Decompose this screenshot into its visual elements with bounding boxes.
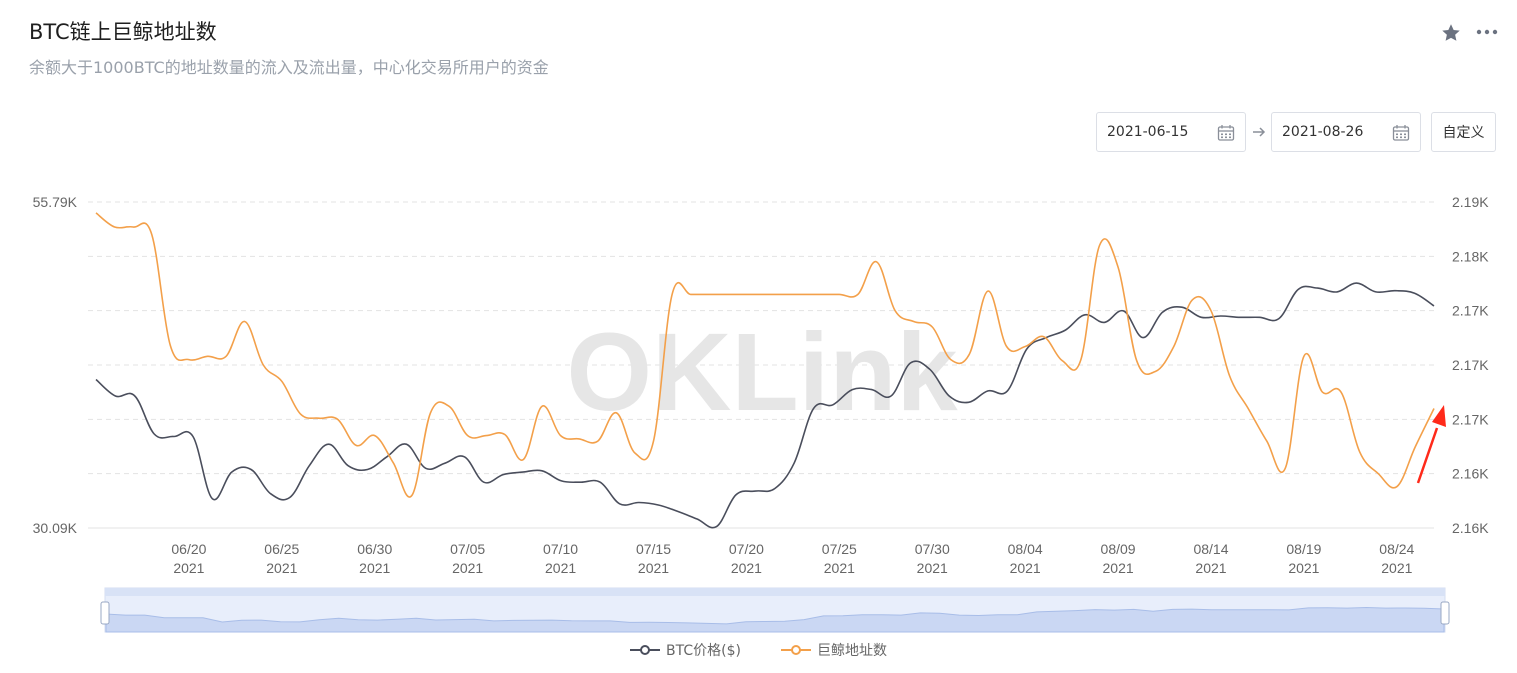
slider-left-handle[interactable] bbox=[100, 601, 110, 625]
x-tick-year: 2021 bbox=[1103, 560, 1134, 576]
arrow-right-icon bbox=[1253, 127, 1266, 137]
right-axis: 2.19K 2.18K 2.17K 2.17K 2.17K 2.16K 2.16K bbox=[1452, 194, 1489, 536]
chart-grid bbox=[88, 201, 1434, 529]
slider-preview-area bbox=[105, 606, 1445, 633]
x-tick-date: 07/05 bbox=[450, 541, 485, 557]
x-tick-date: 06/30 bbox=[357, 541, 392, 557]
left-axis-bottom-label: 30.09K bbox=[33, 520, 78, 536]
x-tick-date: 07/30 bbox=[915, 541, 950, 557]
x-tick-date: 08/14 bbox=[1193, 541, 1228, 557]
x-tick-date: 07/25 bbox=[822, 541, 857, 557]
x-tick-year: 2021 bbox=[731, 560, 762, 576]
left-axis-top-label: 55.79K bbox=[33, 194, 78, 210]
start-date-input[interactable]: 2021-06-15 bbox=[1096, 112, 1246, 152]
x-tick-year: 2021 bbox=[173, 560, 204, 576]
zoom-slider[interactable] bbox=[100, 587, 1450, 633]
x-tick-year: 2021 bbox=[545, 560, 576, 576]
x-tick-year: 2021 bbox=[266, 560, 297, 576]
right-axis-tick-label: 2.17K bbox=[1452, 357, 1489, 373]
right-axis-tick-label: 2.18K bbox=[1452, 248, 1489, 264]
right-axis-tick-label: 2.16K bbox=[1452, 520, 1489, 536]
x-tick-date: 08/19 bbox=[1286, 541, 1321, 557]
start-date-value: 2021-06-15 bbox=[1107, 124, 1189, 140]
x-tick-year: 2021 bbox=[1195, 560, 1226, 576]
x-tick-date: 07/10 bbox=[543, 541, 578, 557]
btc-price-line bbox=[95, 282, 1435, 529]
star-icon[interactable] bbox=[1440, 22, 1462, 44]
x-tick-date: 07/20 bbox=[729, 541, 764, 557]
legend-item-btc[interactable]: BTC价格($) bbox=[630, 640, 741, 660]
right-axis-tick-label: 2.19K bbox=[1452, 194, 1489, 210]
x-tick-year: 2021 bbox=[824, 560, 855, 576]
more-icon[interactable] bbox=[1475, 22, 1499, 42]
page-title: BTC链上巨鲸地址数 bbox=[29, 20, 217, 44]
right-axis-tick-label: 2.17K bbox=[1452, 303, 1489, 319]
right-axis-tick-label: 2.17K bbox=[1452, 411, 1489, 427]
legend-whale-marker bbox=[780, 645, 811, 655]
x-tick-year: 2021 bbox=[1010, 560, 1041, 576]
x-tick-year: 2021 bbox=[1288, 560, 1319, 576]
calendar-icon bbox=[1392, 125, 1410, 141]
legend-btc-label: BTC价格($) bbox=[666, 643, 741, 659]
chart-area: OKLink 55.79K 30.09K 2.19K 2.18K 2.17K 2.17K… bbox=[33, 194, 1489, 633]
x-tick-year: 2021 bbox=[359, 560, 390, 576]
red-arrow-annotation bbox=[1416, 405, 1446, 484]
x-tick-year: 2021 bbox=[638, 560, 669, 576]
whale-address-line bbox=[95, 212, 1435, 498]
end-date-value: 2021-08-26 bbox=[1282, 124, 1364, 140]
left-axis: 55.79K 30.09K bbox=[33, 194, 78, 536]
x-axis: 06/20 2021 06/25 2021 06/30 2021 07/05 2021 07/1… bbox=[171, 541, 1414, 576]
x-tick-year: 2021 bbox=[452, 560, 483, 576]
end-date-input[interactable]: 2021-08-26 bbox=[1271, 112, 1421, 152]
legend-item-whale[interactable]: 巨鲸地址数 bbox=[780, 640, 887, 660]
custom-range-button[interactable]: 自定义 bbox=[1431, 112, 1496, 152]
chart-legend: BTC价格($) 巨鲸地址数 bbox=[0, 640, 1517, 660]
x-tick-date: 06/25 bbox=[264, 541, 299, 557]
legend-whale-label: 巨鲸地址数 bbox=[816, 643, 887, 659]
x-tick-date: 08/09 bbox=[1101, 541, 1136, 557]
legend-btc-marker bbox=[630, 645, 661, 655]
x-tick-year: 2021 bbox=[1381, 560, 1412, 576]
watermark: OKLink bbox=[566, 311, 958, 434]
calendar-icon bbox=[1217, 125, 1235, 141]
page-subtitle: 余额大于1000BTC的地址数量的流入及流出量，中心化交易所用户的资金 bbox=[29, 58, 549, 77]
x-tick-date: 06/20 bbox=[171, 541, 206, 557]
right-axis-tick-label: 2.16K bbox=[1452, 466, 1489, 482]
slider-right-handle[interactable] bbox=[1440, 601, 1450, 625]
x-tick-year: 2021 bbox=[917, 560, 948, 576]
x-tick-date: 08/04 bbox=[1008, 541, 1043, 557]
x-tick-date: 08/24 bbox=[1379, 541, 1414, 557]
x-tick-date: 07/15 bbox=[636, 541, 671, 557]
